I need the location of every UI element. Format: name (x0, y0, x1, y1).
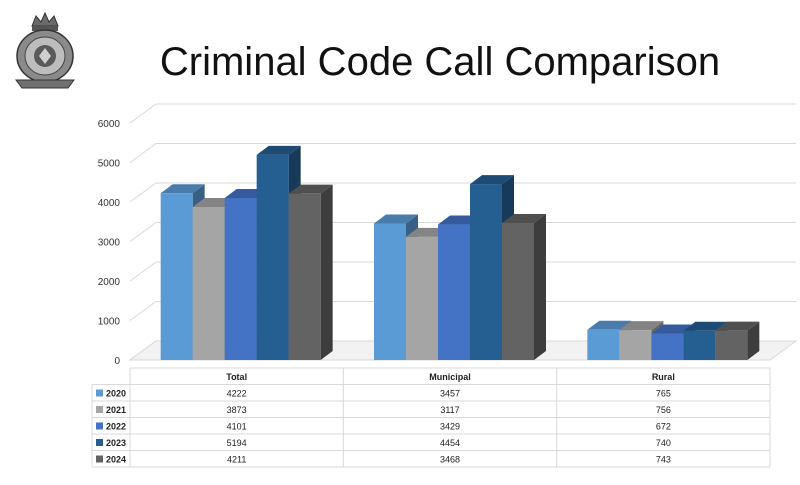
bar (683, 330, 716, 360)
bar-top (619, 321, 664, 331)
legend-label: 2021 (106, 405, 126, 415)
y-tick-label: 0 (114, 356, 120, 367)
legend-key (96, 406, 103, 413)
y-tick-label: 2000 (98, 277, 121, 288)
bar-top (256, 145, 301, 155)
rcmp-crest-icon (15, 11, 75, 89)
data-label: 3457 (440, 389, 460, 399)
bar-top (502, 214, 546, 224)
data-label: 756 (656, 405, 671, 415)
gridline (129, 103, 157, 124)
bar (256, 154, 289, 360)
data-label: 4101 (227, 422, 247, 432)
bar-top (715, 321, 760, 331)
y-tick-label: 6000 (98, 119, 121, 130)
bar (374, 223, 406, 360)
legend-key (96, 389, 103, 397)
legend-label: 2022 (106, 422, 126, 432)
y-tick-label: 3000 (98, 238, 121, 249)
bar (715, 330, 748, 360)
bar-top (288, 184, 333, 194)
bar-side (747, 321, 760, 360)
bar-top (470, 175, 514, 185)
data-label: 740 (656, 438, 671, 448)
gridline (129, 301, 157, 321)
bar (619, 330, 652, 360)
legend-label: 2020 (106, 389, 126, 399)
data-label: 4211 (227, 455, 246, 465)
legend-key (96, 422, 103, 430)
bar (288, 193, 321, 360)
data-label: 3117 (440, 405, 459, 415)
bar-top (160, 184, 205, 194)
data-label: 4222 (227, 389, 247, 399)
bar-top (683, 321, 728, 331)
bar-top (374, 214, 418, 224)
bar (406, 236, 438, 360)
data-label: 4454 (440, 438, 460, 448)
bar-side (534, 214, 546, 360)
data-label: 765 (656, 389, 671, 399)
bar (438, 224, 470, 360)
data-label: 5194 (227, 438, 247, 448)
y-tick-label: 5000 (98, 159, 121, 170)
bar (224, 198, 257, 360)
x-tick-label: Rural (652, 372, 675, 382)
data-label: 672 (656, 422, 671, 432)
y-tick-label: 1000 (98, 317, 121, 328)
gridline (129, 143, 157, 163)
bar (470, 184, 502, 360)
data-label: 3873 (227, 405, 247, 415)
bar-top (587, 320, 632, 330)
x-tick-label: Total (226, 372, 247, 382)
legend-label: 2023 (106, 438, 126, 448)
bar-side (320, 184, 333, 360)
gridline (129, 261, 157, 282)
data-label: 743 (656, 455, 671, 465)
legend-label: 2024 (106, 455, 126, 465)
bar (651, 333, 684, 360)
bar (587, 329, 620, 360)
chart-title: Criminal Code Call Comparison (159, 40, 721, 84)
legend-key (96, 439, 103, 446)
bar (160, 193, 193, 360)
legend-key (96, 455, 103, 463)
bar (192, 207, 225, 360)
bar (502, 223, 534, 360)
data-label: 3468 (440, 455, 460, 465)
y-tick-label: 4000 (98, 198, 121, 209)
gridline (129, 222, 157, 242)
gridline (129, 182, 157, 203)
x-tick-label: Municipal (429, 372, 471, 382)
data-label: 3429 (440, 422, 460, 432)
